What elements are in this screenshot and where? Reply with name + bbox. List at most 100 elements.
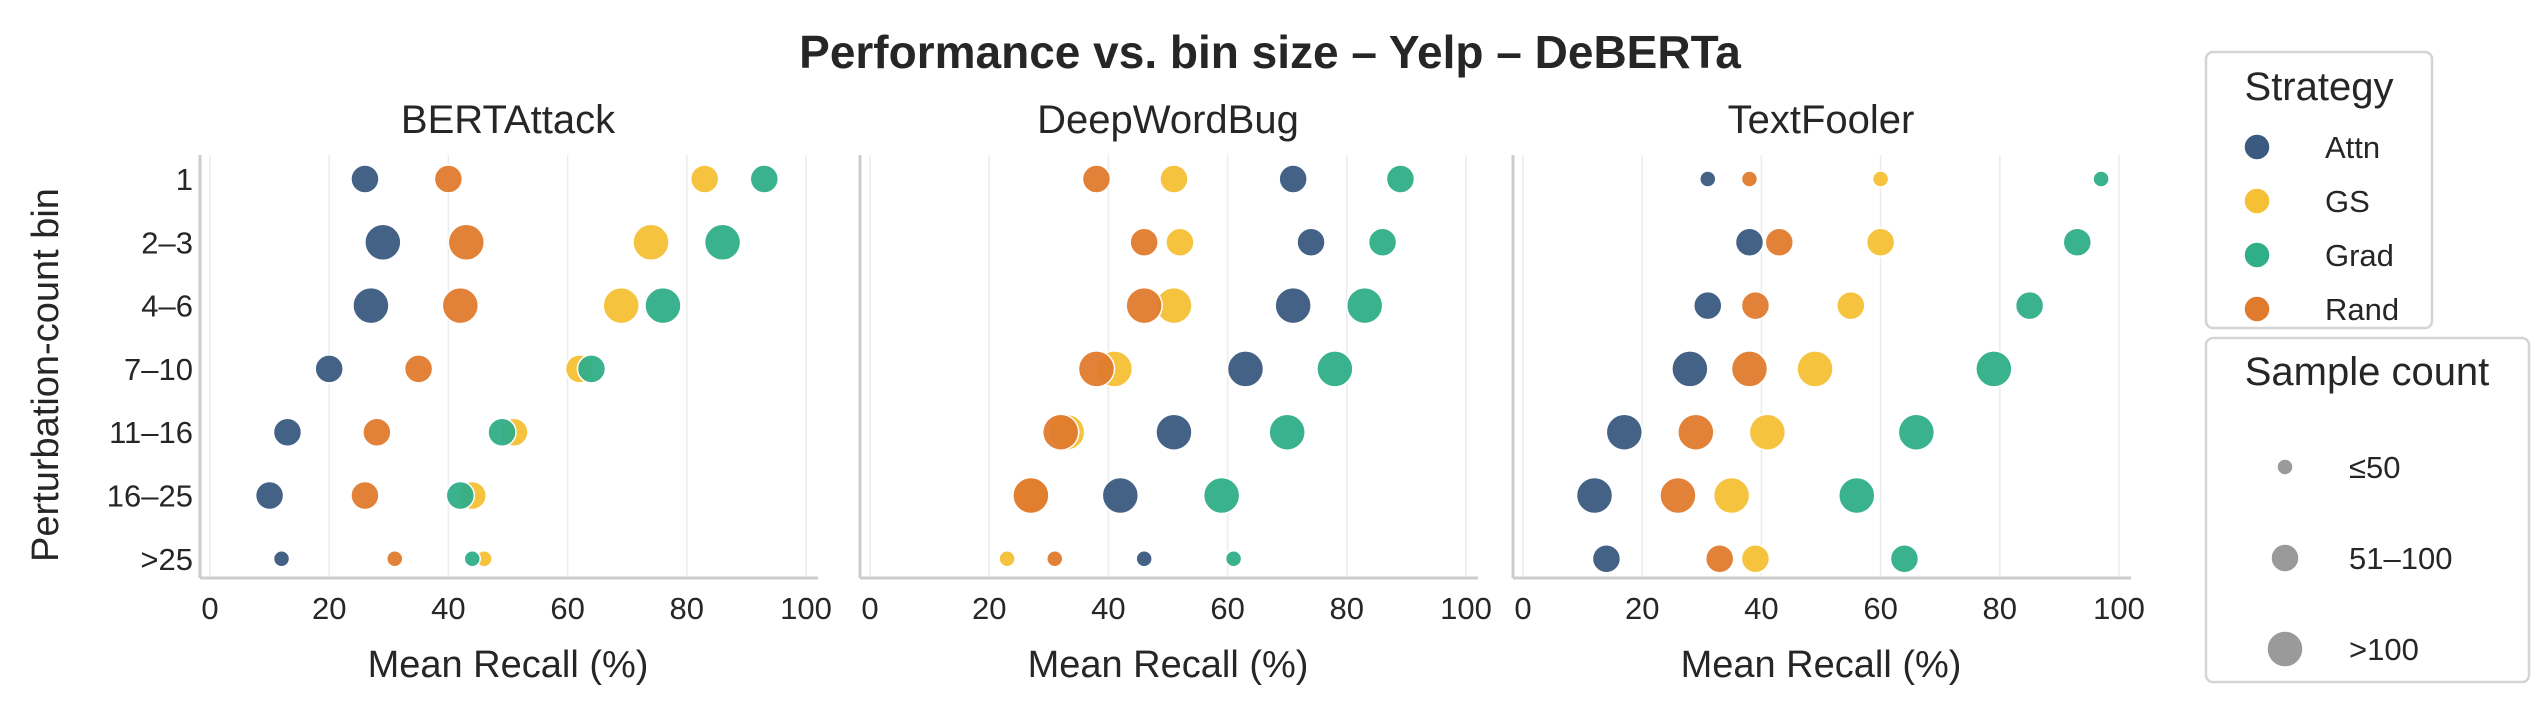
point-gs: [1740, 544, 1771, 574]
x-tick-label: 20: [1625, 591, 1659, 626]
x-axis-label: Mean Recall (%): [1681, 644, 1962, 686]
point-gs: [689, 164, 720, 194]
x-tick-label: 100: [780, 591, 832, 626]
panel-title: DeepWordBug: [1037, 98, 1299, 142]
point-attn: [1605, 413, 1644, 451]
point-attn: [1591, 544, 1622, 574]
point-grad: [2092, 170, 2110, 188]
point-grad: [2062, 227, 2093, 258]
point-attn: [272, 417, 303, 447]
point-rand: [1730, 350, 1769, 388]
point-gs: [1836, 290, 1866, 321]
point-rand: [1764, 227, 1795, 258]
point-rand: [1740, 290, 1771, 321]
point-attn: [1734, 227, 1765, 258]
legend-title: Strategy: [2245, 65, 2394, 109]
point-attn: [350, 164, 380, 194]
point-grad: [1838, 476, 1876, 515]
point-rand: [350, 480, 380, 511]
legend-label-rand: Rand: [2325, 292, 2399, 327]
point-rand: [1081, 164, 1112, 194]
x-tick-label: 60: [550, 591, 584, 626]
point-rand: [441, 286, 480, 325]
x-tick-label: 0: [861, 591, 878, 626]
point-rand: [362, 417, 392, 447]
point-attn: [1693, 290, 1723, 321]
x-tick-label: 0: [201, 591, 218, 626]
x-axis-label: Mean Recall (%): [368, 644, 649, 686]
point-grad: [463, 550, 481, 568]
point-rand: [1012, 476, 1050, 515]
legend-marker-attn: [2243, 133, 2271, 161]
point-gs: [1871, 170, 1890, 188]
point-grad: [1202, 476, 1241, 515]
x-tick-label: 20: [972, 591, 1006, 626]
legend-frame: [2204, 336, 2531, 684]
point-gs: [1796, 350, 1834, 388]
y-tick-label: 1: [176, 162, 193, 197]
point-gs: [1165, 227, 1195, 258]
x-tick-label: 60: [1210, 591, 1244, 626]
point-attn: [1575, 476, 1614, 515]
legend-title: Sample count: [2245, 350, 2490, 394]
point-grad: [1268, 413, 1306, 451]
point-attn: [1135, 550, 1153, 568]
point-grad: [749, 164, 780, 194]
point-grad: [1889, 544, 1920, 574]
legend-label-gs: GS: [2325, 184, 2370, 219]
point-grad: [445, 480, 476, 511]
point-grad: [1224, 550, 1243, 568]
point-attn: [314, 354, 344, 384]
panel-deepwordbug: DeepWordBug 0 20 40 60 80 100 Mean Recall (%): [858, 98, 1492, 686]
point-gs: [998, 550, 1016, 568]
point-rand: [1041, 413, 1080, 451]
legend-size-marker: [2276, 458, 2294, 476]
legend-size-label: ≤50: [2349, 450, 2401, 485]
legend-marker-gs: [2243, 187, 2271, 215]
point-rand: [433, 164, 464, 194]
legend-marker-rand: [2243, 295, 2271, 323]
point-grad: [1367, 227, 1398, 258]
x-tick-label: 40: [431, 591, 465, 626]
point-rand: [1677, 413, 1715, 451]
point-attn: [272, 550, 291, 568]
y-tick-label: >25: [140, 542, 193, 577]
point-rand: [447, 223, 486, 262]
point-rand: [386, 550, 404, 568]
x-axis-label: Mean Recall (%): [1028, 644, 1309, 686]
y-tick-label: 16–25: [107, 479, 193, 514]
y-tick-label: 2–3: [141, 225, 193, 260]
y-tick-label: 11–16: [109, 415, 193, 450]
point-attn: [1274, 286, 1312, 325]
point-grad: [1975, 350, 2013, 388]
point-attn: [352, 286, 390, 325]
x-tick-label: 80: [670, 591, 704, 626]
point-attn: [1155, 413, 1193, 451]
x-tick-label: 40: [1744, 591, 1778, 626]
x-tick-label: 100: [2093, 591, 2145, 626]
point-gs: [602, 286, 640, 325]
x-tick-label: 0: [1514, 591, 1531, 626]
point-grad: [1345, 286, 1384, 325]
panel-bertattack: BERTAttack 0 20 40 60 80 100 Mean Recall (%) 1 2–…: [107, 98, 832, 686]
point-grad: [1316, 350, 1354, 388]
point-rand: [1704, 544, 1735, 574]
point-rand: [1125, 286, 1163, 325]
point-attn: [254, 480, 285, 511]
point-grad: [1897, 413, 1936, 451]
legend-size-label: >100: [2349, 632, 2419, 667]
point-grad: [1385, 164, 1416, 194]
point-grad: [487, 417, 517, 447]
x-tick-label: 20: [312, 591, 346, 626]
panel-title: BERTAttack: [401, 98, 616, 142]
legend-size-marker: [2270, 543, 2300, 573]
strategy-legend: Strategy Attn GS Grad Rand: [2204, 50, 2434, 330]
point-grad: [703, 223, 742, 262]
x-tick-label: 80: [1983, 591, 2017, 626]
point-attn: [1671, 350, 1709, 388]
point-gs: [1712, 476, 1751, 515]
y-axis-label: Perturbation-count bin: [25, 188, 67, 562]
x-tick-label: 100: [1440, 591, 1492, 626]
legend-size-marker: [2266, 630, 2304, 668]
